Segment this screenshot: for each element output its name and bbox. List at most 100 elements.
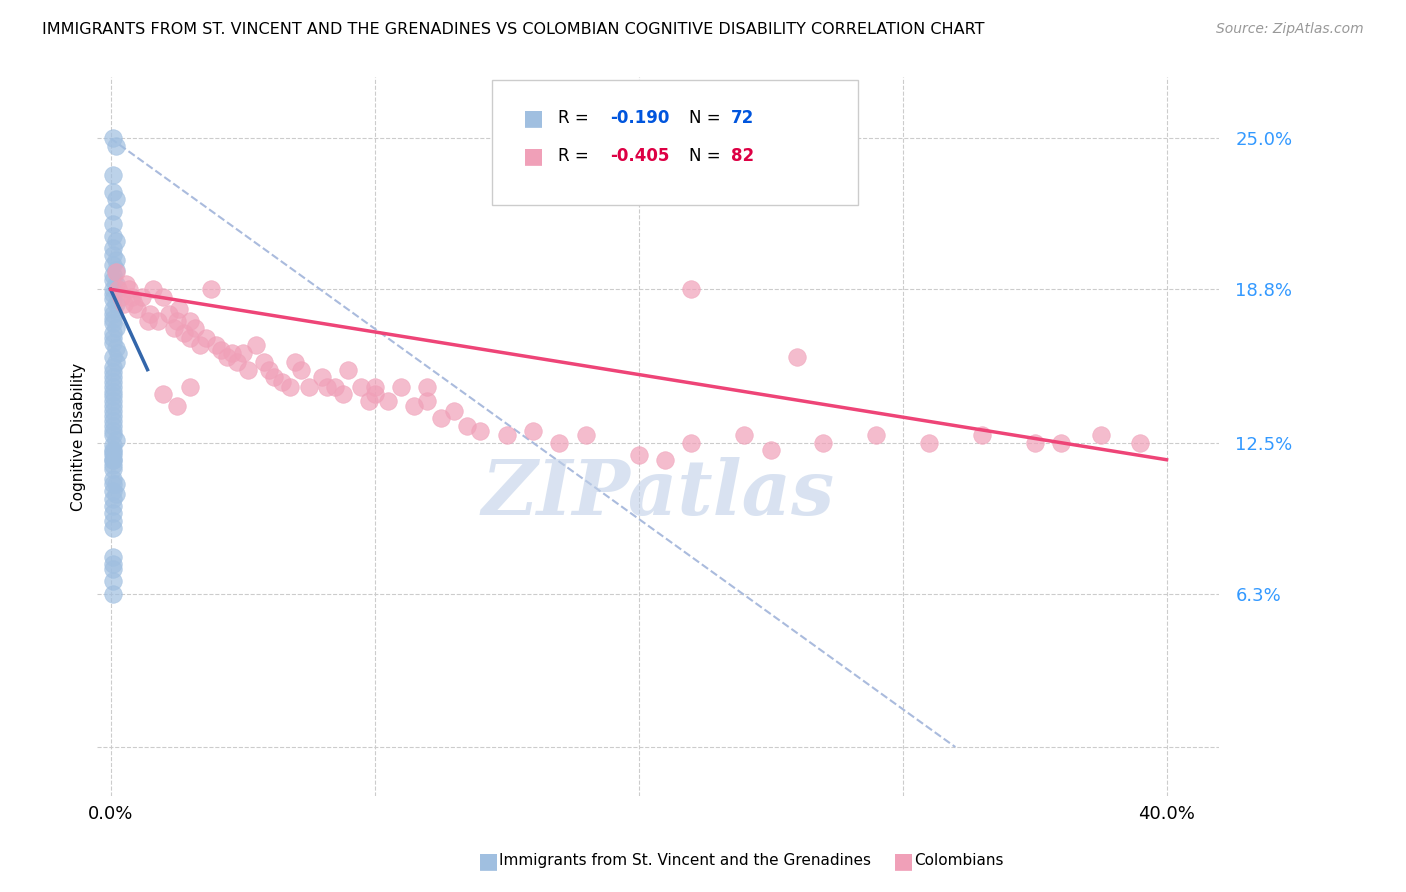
Point — [104, 341, 127, 355]
Point — [110, 289, 132, 303]
Point — [470, 424, 492, 438]
Point — [179, 314, 201, 328]
Point — [146, 314, 169, 328]
Point — [103, 282, 125, 296]
Point — [166, 314, 188, 328]
Point — [389, 379, 412, 393]
Point — [245, 338, 267, 352]
Point — [253, 355, 276, 369]
Point — [184, 321, 207, 335]
Point — [377, 394, 399, 409]
Point — [103, 365, 125, 379]
Point — [205, 338, 228, 352]
Point — [103, 375, 125, 389]
Point — [271, 375, 294, 389]
Point — [103, 484, 125, 499]
Point — [103, 307, 125, 321]
Point — [681, 282, 703, 296]
Point — [759, 442, 782, 457]
Point — [103, 477, 125, 491]
Point — [316, 379, 339, 393]
Point — [152, 387, 174, 401]
Point — [104, 277, 127, 292]
Text: Immigrants from St. Vincent and the Grenadines: Immigrants from St. Vincent and the Gren… — [499, 854, 872, 868]
Point — [1024, 435, 1046, 450]
Point — [104, 477, 127, 491]
Point — [103, 248, 125, 262]
Point — [103, 311, 125, 326]
Point — [103, 287, 125, 301]
Point — [104, 138, 127, 153]
Y-axis label: Cognitive Disability: Cognitive Disability — [72, 362, 86, 510]
Point — [104, 321, 127, 335]
Point — [103, 384, 125, 399]
Point — [103, 399, 125, 413]
Text: 72: 72 — [731, 109, 755, 127]
Text: ■: ■ — [523, 108, 544, 128]
Point — [522, 424, 544, 438]
Point — [173, 326, 195, 340]
Text: ZIPatlas: ZIPatlas — [482, 457, 835, 531]
Point — [429, 411, 451, 425]
Point — [103, 204, 125, 219]
Point — [166, 399, 188, 413]
Point — [263, 370, 285, 384]
Point — [103, 131, 125, 145]
Point — [443, 404, 465, 418]
Point — [311, 370, 333, 384]
Point — [103, 326, 125, 340]
Point — [103, 331, 125, 345]
Point — [416, 394, 439, 409]
Point — [221, 345, 243, 359]
Point — [404, 399, 426, 413]
Point — [416, 379, 439, 393]
Point — [103, 514, 125, 528]
Point — [103, 414, 125, 428]
Point — [104, 434, 127, 448]
Point — [142, 282, 165, 296]
Point — [103, 185, 125, 199]
Text: ■: ■ — [523, 146, 544, 166]
Point — [733, 428, 755, 442]
Point — [104, 265, 127, 279]
Point — [575, 428, 598, 442]
Point — [103, 472, 125, 486]
Point — [104, 297, 127, 311]
Point — [323, 379, 346, 393]
Point — [115, 277, 138, 292]
Point — [121, 289, 143, 303]
Text: R =: R = — [558, 109, 595, 127]
Point — [813, 435, 835, 450]
Point — [118, 282, 141, 296]
Point — [131, 289, 153, 303]
Point — [103, 448, 125, 462]
Point — [104, 234, 127, 248]
Point — [163, 321, 186, 335]
Point — [103, 418, 125, 433]
Point — [194, 331, 217, 345]
Point — [103, 370, 125, 384]
Text: Colombians: Colombians — [914, 854, 1004, 868]
Point — [297, 379, 319, 393]
Point — [103, 452, 125, 467]
Point — [209, 343, 232, 358]
Point — [495, 428, 517, 442]
Point — [200, 282, 222, 296]
Point — [103, 301, 125, 316]
Point — [124, 297, 146, 311]
Point — [278, 379, 301, 393]
Point — [681, 435, 703, 450]
Point — [970, 428, 993, 442]
Point — [359, 394, 381, 409]
Point — [103, 241, 125, 255]
Point — [104, 253, 127, 268]
Point — [103, 360, 125, 375]
Point — [188, 338, 211, 352]
Point — [104, 487, 127, 501]
Point — [103, 272, 125, 286]
Point — [1090, 428, 1112, 442]
Text: 82: 82 — [731, 147, 754, 165]
Text: IMMIGRANTS FROM ST. VINCENT AND THE GRENADINES VS COLOMBIAN COGNITIVE DISABILITY: IMMIGRANTS FROM ST. VINCENT AND THE GREN… — [42, 22, 984, 37]
Text: -0.190: -0.190 — [610, 109, 669, 127]
Point — [363, 379, 385, 393]
